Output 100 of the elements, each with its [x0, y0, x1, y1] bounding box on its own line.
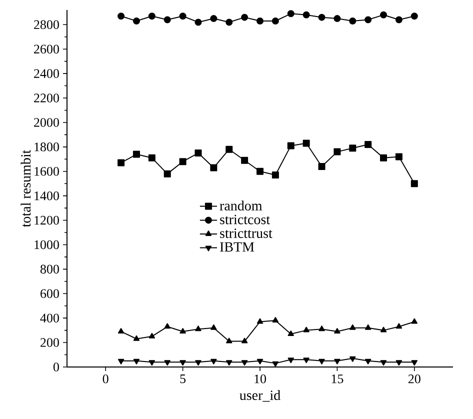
- point: [256, 17, 264, 24]
- point: [241, 14, 248, 21]
- y-tick-label: 1600: [34, 166, 59, 176]
- y-tick-label: 1200: [34, 216, 59, 225]
- point: [364, 140, 372, 148]
- point: [380, 11, 388, 18]
- y-axis-title: total resumbit: [20, 150, 31, 228]
- point: [226, 360, 232, 366]
- point: [210, 358, 217, 364]
- point: [226, 338, 232, 344]
- point: [241, 338, 248, 344]
- point: [287, 10, 294, 18]
- point: [318, 162, 326, 170]
- point: [118, 358, 124, 364]
- y-tick-label: 200: [40, 338, 59, 347]
- point: [318, 326, 325, 332]
- point: [288, 358, 294, 364]
- y-tick-label: 2200: [34, 94, 59, 102]
- point: [272, 172, 279, 179]
- x-tick-label: 0: [102, 374, 108, 384]
- x-tick-label: 10: [254, 374, 266, 384]
- point: [350, 324, 356, 330]
- point: [411, 360, 418, 366]
- point: [395, 16, 402, 24]
- point: [164, 360, 170, 366]
- point: [288, 330, 294, 336]
- point: [302, 11, 310, 18]
- point: [364, 358, 372, 364]
- point: [241, 360, 248, 366]
- point: [148, 360, 156, 366]
- point: [396, 360, 402, 366]
- point: [118, 12, 125, 20]
- y-tick-label: 1000: [34, 240, 59, 250]
- point: [303, 358, 310, 364]
- y-tick-label: 800: [40, 264, 59, 274]
- point: [380, 154, 388, 162]
- y-tick-label: 600: [40, 289, 59, 298]
- y-tick-label: 2600: [34, 44, 59, 54]
- point: [164, 323, 170, 329]
- point: [194, 150, 202, 157]
- point: [334, 328, 340, 334]
- legend-label: stricttrust: [220, 228, 272, 238]
- point: [350, 356, 356, 362]
- point: [334, 148, 341, 156]
- point: [180, 328, 186, 334]
- point: [180, 360, 186, 366]
- point: [272, 361, 279, 367]
- y-tick-label: 2800: [34, 20, 59, 30]
- point: [318, 358, 325, 364]
- point: [364, 16, 372, 24]
- point: [395, 153, 402, 160]
- y-tick-label: 2000: [34, 118, 59, 127]
- point: [272, 17, 279, 24]
- point: [241, 156, 248, 164]
- point: [287, 142, 294, 150]
- point: [226, 146, 233, 153]
- point: [410, 12, 418, 20]
- point: [148, 332, 156, 338]
- point: [396, 323, 402, 329]
- y-tick-label: 2400: [34, 69, 59, 78]
- point: [164, 170, 171, 178]
- x-tick-label: 5: [180, 374, 186, 384]
- y-tick-label: 1800: [34, 142, 59, 152]
- x-tick-label: 20: [408, 374, 420, 384]
- point: [380, 326, 387, 332]
- point: [334, 358, 340, 364]
- point: [133, 358, 140, 364]
- point: [364, 324, 372, 330]
- point: [303, 326, 310, 332]
- point: [256, 318, 264, 324]
- point: [179, 12, 186, 20]
- point: [118, 328, 124, 334]
- y-tick-label: 0: [53, 362, 59, 372]
- x-axis-title: user_id: [240, 390, 280, 402]
- point: [349, 144, 356, 152]
- legend-label: IBTM: [220, 242, 254, 252]
- point: [272, 317, 279, 323]
- legend-label: strictcost: [220, 214, 270, 224]
- point: [226, 18, 233, 26]
- point: [194, 18, 202, 26]
- point: [210, 324, 217, 330]
- point: [318, 14, 326, 21]
- point: [380, 360, 387, 366]
- y-tick-label: 400: [40, 314, 59, 322]
- point: [195, 360, 202, 366]
- point: [132, 17, 140, 24]
- legend-label: random: [220, 200, 262, 210]
- x-tick-label: 15: [332, 374, 344, 384]
- point: [148, 12, 156, 20]
- point: [118, 159, 125, 166]
- point: [164, 16, 171, 24]
- point: [210, 15, 218, 22]
- point: [133, 335, 140, 341]
- point: [334, 15, 341, 22]
- point: [132, 150, 140, 158]
- point: [179, 158, 186, 166]
- point: [411, 318, 418, 324]
- point: [410, 180, 418, 188]
- point: [195, 326, 202, 332]
- y-tick-label: 1400: [34, 191, 59, 200]
